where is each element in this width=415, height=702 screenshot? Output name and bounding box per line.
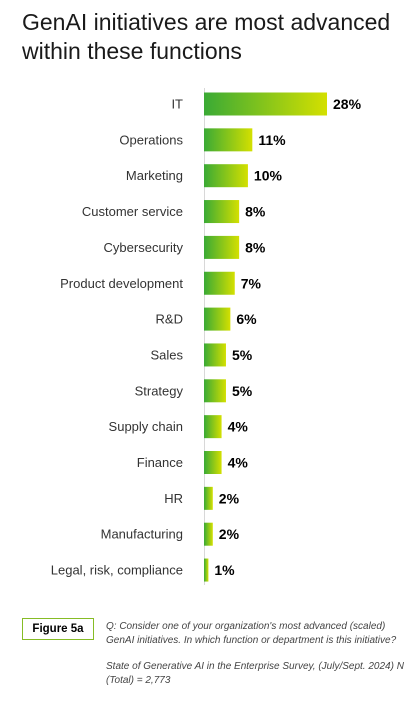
bar	[204, 343, 226, 367]
axis-divider	[204, 88, 205, 585]
bar	[204, 307, 231, 331]
category-label: Cybersecurity	[104, 240, 184, 255]
figure-label: Figure 5a	[22, 618, 94, 640]
category-label: Manufacturing	[101, 527, 183, 542]
category-label: Strategy	[135, 383, 184, 398]
value-label: 6%	[236, 311, 257, 327]
bar	[204, 558, 209, 582]
bar	[204, 451, 222, 474]
bar-chart: IT 28% Operations 11% Marketing 10% Customer s…	[51, 92, 362, 582]
chart-title: GenAI initiatives are most advanced with…	[22, 9, 391, 64]
category-label: Marketing	[126, 168, 183, 183]
value-label: 7%	[241, 275, 262, 291]
value-label: 2%	[219, 526, 240, 542]
bar	[204, 235, 240, 259]
bar	[204, 522, 213, 546]
category-label: Sales	[150, 347, 183, 362]
value-label: 4%	[228, 419, 249, 435]
bar	[204, 379, 226, 403]
survey-source: State of Generative AI in the Enterprise…	[106, 661, 404, 686]
value-label: 5%	[232, 347, 253, 363]
bar	[204, 200, 240, 224]
category-label: Legal, risk, compliance	[51, 563, 183, 578]
category-label: HR	[164, 491, 183, 506]
value-label: 8%	[245, 239, 266, 255]
bar	[204, 415, 222, 439]
category-label: Supply chain	[109, 419, 183, 434]
value-label: 10%	[254, 168, 283, 184]
bar	[204, 271, 235, 295]
category-label: Product development	[60, 276, 183, 291]
value-label: 2%	[219, 490, 240, 506]
value-label: 28%	[333, 96, 362, 112]
category-label: Operations	[119, 132, 183, 147]
bar	[204, 164, 248, 188]
survey-question: Q: Consider one of your organization's m…	[106, 621, 397, 646]
value-label: 4%	[228, 455, 249, 471]
value-label: 1%	[214, 562, 235, 578]
category-label: IT	[171, 97, 183, 112]
value-label: 5%	[232, 383, 253, 399]
value-label: 8%	[245, 204, 266, 220]
category-label: R&D	[156, 312, 183, 327]
category-label: Finance	[137, 455, 183, 470]
category-label: Customer service	[82, 204, 183, 219]
bar	[204, 486, 213, 510]
bar	[204, 92, 327, 116]
bar	[204, 128, 253, 152]
value-label: 11%	[258, 132, 286, 148]
